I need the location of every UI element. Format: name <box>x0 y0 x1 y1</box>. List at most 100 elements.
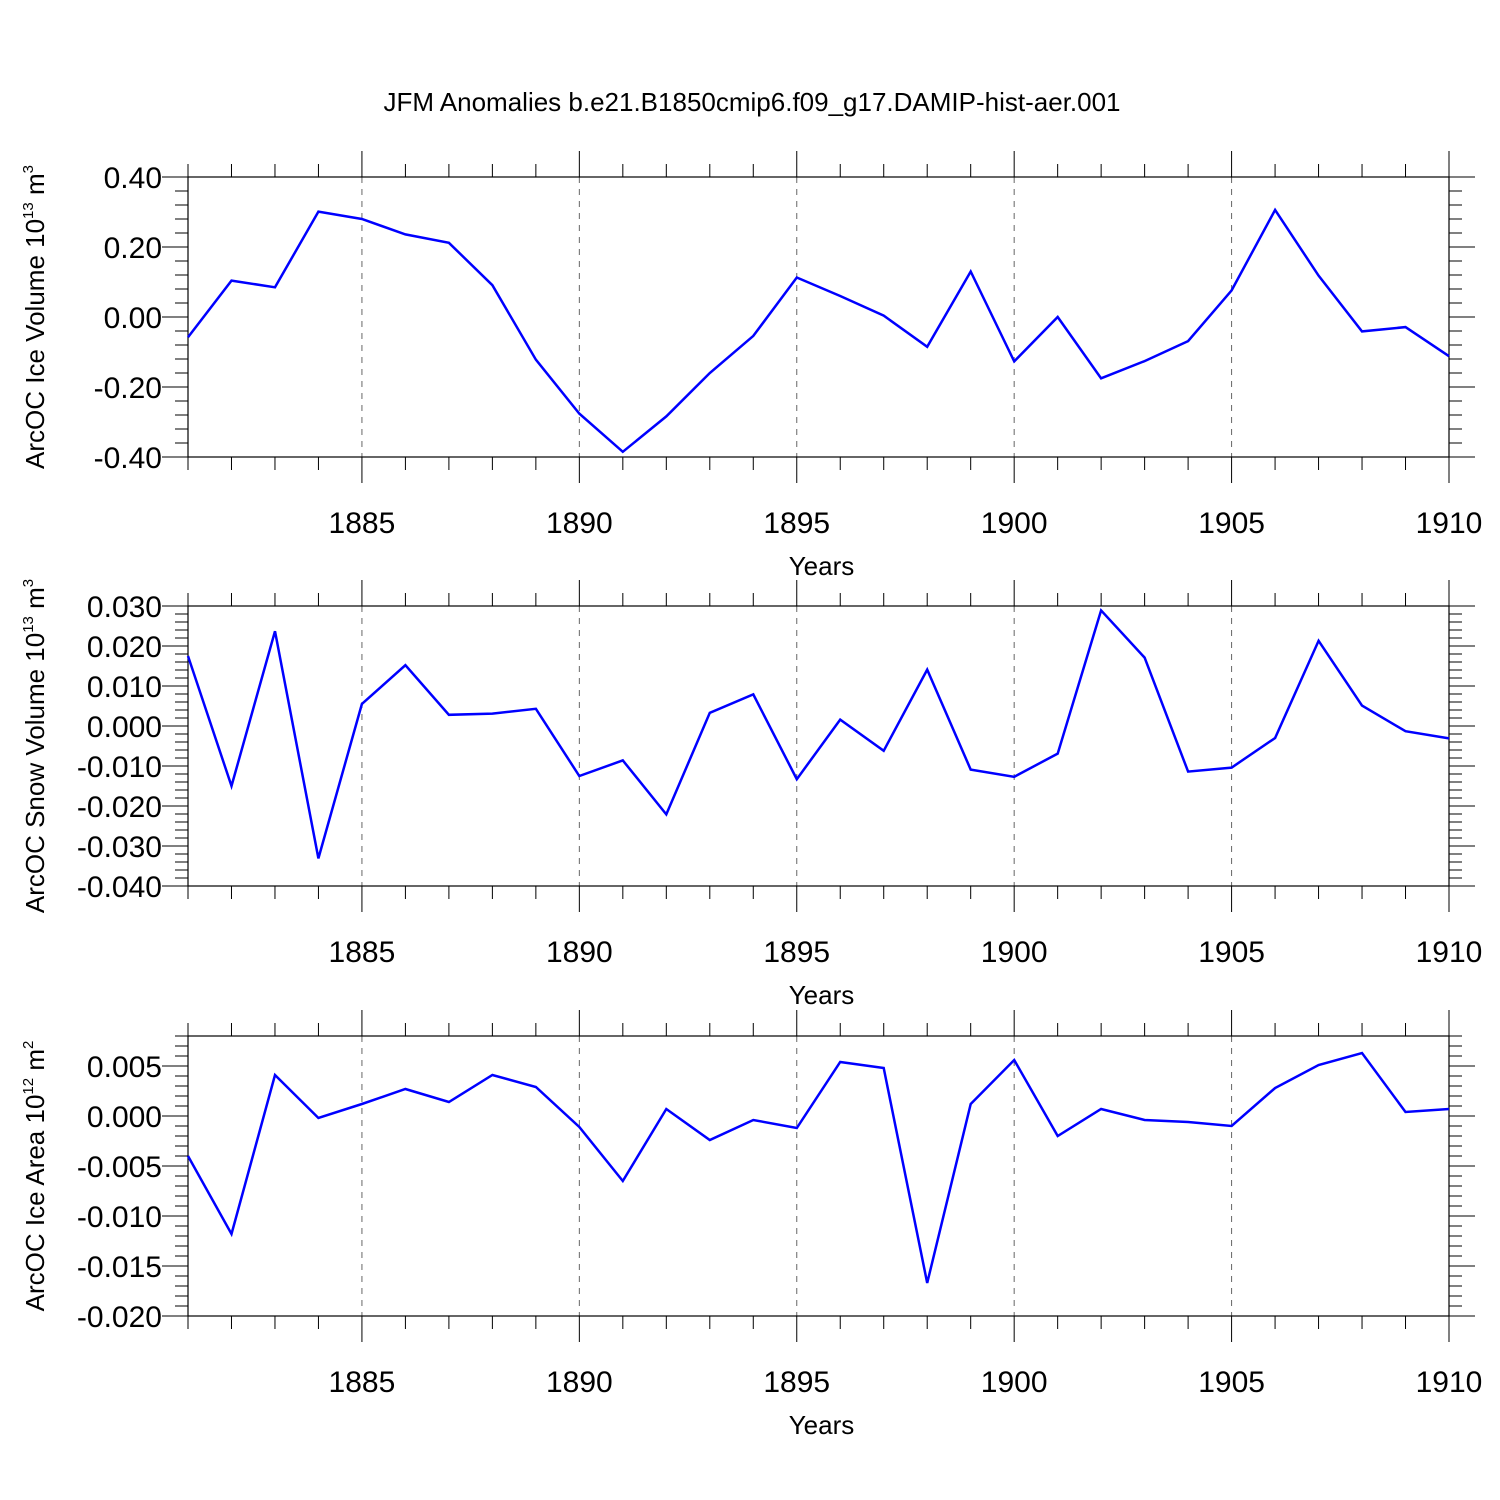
data-point-1908 <box>1360 329 1364 333</box>
data-point-1894 <box>751 1118 755 1122</box>
data-point-1901 <box>1056 752 1060 756</box>
x-tick-label: 1885 <box>329 507 396 540</box>
y-tick-label: 0.20 <box>104 232 162 265</box>
data-point-1904 <box>1186 339 1190 343</box>
data-point-1894 <box>751 334 755 338</box>
data-point-1909 <box>1404 1110 1408 1114</box>
data-point-1882 <box>229 279 233 283</box>
y-axis-label: ArcOC Snow Volume 1013 m3 <box>20 579 50 913</box>
x-tick-label: 1885 <box>329 1366 396 1399</box>
x-tick-label: 1900 <box>981 507 1048 540</box>
data-point-1889 <box>534 358 538 362</box>
x-tick-label: 1910 <box>1416 507 1483 540</box>
data-point-1881 <box>186 335 190 339</box>
panel-ice-area: 0.005 0.000 -0.005 -0.010 -0.015 -0.020 1885 18… <box>20 1010 1482 1440</box>
x-tick-label: 1900 <box>981 936 1048 969</box>
x-tick-label: 1895 <box>763 1366 830 1399</box>
data-point-1903 <box>1143 656 1147 660</box>
y-tick-label: -0.010 <box>77 1201 162 1234</box>
data-point-1902 <box>1099 1107 1103 1111</box>
data-point-1885 <box>360 702 364 706</box>
data-point-1905 <box>1230 1124 1234 1128</box>
data-point-1886 <box>403 232 407 236</box>
y-tick-label: -0.020 <box>77 1301 162 1334</box>
y-tick-label: -0.030 <box>77 831 162 864</box>
x-tick-label: 1895 <box>763 936 830 969</box>
y-tick-label: -0.020 <box>77 791 162 824</box>
data-point-1905 <box>1230 288 1234 292</box>
data-point-1906 <box>1273 1086 1277 1090</box>
data-point-1893 <box>708 711 712 715</box>
y-tick-label: -0.20 <box>94 372 162 405</box>
y-tick-label: 0.020 <box>87 631 162 664</box>
y-axis-label: ArcOC Ice Area 1012 m2 <box>20 1041 50 1312</box>
data-point-1891 <box>621 758 625 762</box>
y-tick-label: -0.040 <box>77 871 162 904</box>
data-point-1898 <box>925 1281 929 1285</box>
x-tick-label: 1890 <box>546 936 613 969</box>
data-point-1906 <box>1273 208 1277 212</box>
data-point-1896 <box>838 1060 842 1064</box>
data-point-1906 <box>1273 736 1277 740</box>
data-point-1887 <box>447 713 451 717</box>
data-point-1882 <box>229 1232 233 1236</box>
y-axis-label: ArcOC Ice Volume 1013 m3 <box>20 165 50 469</box>
x-tick-label: 1890 <box>546 507 613 540</box>
x-tick-label: 1905 <box>1198 1366 1265 1399</box>
plot-frame <box>187 176 1450 458</box>
x-tick-label: 1885 <box>329 936 396 969</box>
data-point-1907 <box>1317 639 1321 643</box>
data-point-1901 <box>1056 315 1060 319</box>
data-point-1897 <box>882 314 886 318</box>
data-point-1902 <box>1099 608 1103 612</box>
y-tick-label: -0.40 <box>94 442 162 475</box>
data-point-1890 <box>577 774 581 778</box>
data-point-1905 <box>1230 766 1234 770</box>
data-point-1892 <box>664 812 668 816</box>
data-point-1899 <box>969 768 973 772</box>
data-point-1888 <box>490 283 494 287</box>
data-point-1907 <box>1317 274 1321 278</box>
x-tick-label: 1900 <box>981 1366 1048 1399</box>
y-tick-label: 0.00 <box>104 302 162 335</box>
data-point-1884 <box>316 210 320 214</box>
data-point-1898 <box>925 668 929 672</box>
data-point-1889 <box>534 1085 538 1089</box>
x-tick-label: 1895 <box>763 507 830 540</box>
x-tick-label: 1910 <box>1416 1366 1483 1399</box>
data-point-1895 <box>795 275 799 279</box>
series-line-ice-volume <box>187 207 1450 454</box>
data-point-1894 <box>751 692 755 696</box>
data-point-1890 <box>577 1125 581 1129</box>
x-tick-label: 1905 <box>1198 507 1265 540</box>
y-tick-label: 0.000 <box>87 1101 162 1134</box>
data-point-1886 <box>403 663 407 667</box>
data-point-1891 <box>621 1179 625 1183</box>
data-point-1900 <box>1012 1058 1016 1062</box>
x-axis-label: Years <box>789 980 855 1010</box>
series-line-ice-area <box>186 1051 1450 1284</box>
data-point-1887 <box>447 241 451 245</box>
y-tick-label: -0.010 <box>77 751 162 784</box>
x-tick-label: 1910 <box>1416 936 1483 969</box>
data-point-1899 <box>969 270 973 274</box>
data-point-1883 <box>273 1073 277 1077</box>
data-point-1890 <box>577 412 581 416</box>
panel-snow-volume: 0.030 0.020 0.010 0.000 -0.010 -0.020 -0.030 -0… <box>20 579 1482 1010</box>
data-point-1910 <box>1447 1107 1451 1111</box>
data-point-1897 <box>882 1066 886 1070</box>
data-point-1902 <box>1099 376 1103 380</box>
chart-title: JFM Anomalies b.e21.B1850cmip6.f09_g17.D… <box>383 87 1120 117</box>
data-point-1909 <box>1404 325 1408 329</box>
data-point-1909 <box>1404 729 1408 733</box>
data-point-1892 <box>664 1107 668 1111</box>
data-point-1903 <box>1143 359 1147 363</box>
data-point-1910 <box>1447 354 1451 358</box>
data-point-1887 <box>447 1100 451 1104</box>
y-tick-label: 0.005 <box>87 1051 162 1084</box>
data-point-1881 <box>186 1154 190 1158</box>
data-point-1899 <box>969 1102 973 1106</box>
data-point-1891 <box>621 450 625 454</box>
data-point-1888 <box>490 712 494 716</box>
data-point-1904 <box>1186 1120 1190 1124</box>
